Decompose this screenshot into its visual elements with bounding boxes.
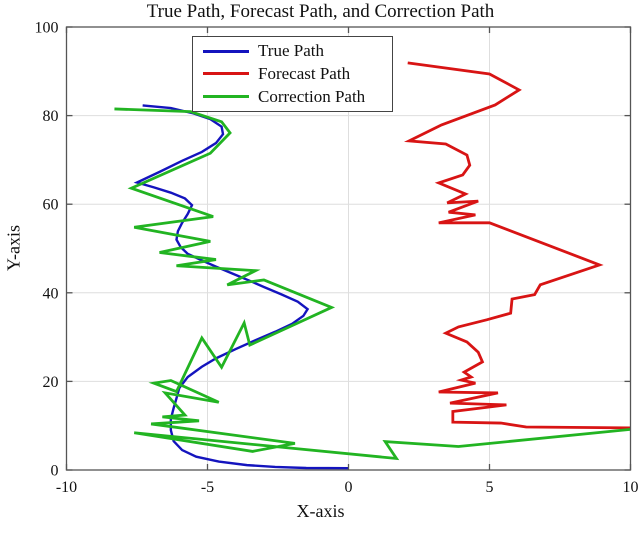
y-tick-labels: 0 20 40 60 80 100 <box>35 20 59 480</box>
x-tick-label: 5 <box>486 479 494 496</box>
x-tick-label: 10 <box>623 479 639 496</box>
legend: True Path Forecast Path Correction Path <box>192 36 393 112</box>
x-tick-labels: -10 -5 0 5 10 <box>56 479 639 496</box>
y-axis-label: Y-axis <box>3 225 24 271</box>
tick-marks <box>65 26 632 471</box>
y-tick-label: 60 <box>43 197 59 214</box>
legend-line-sample <box>203 95 249 99</box>
x-tick-label: -10 <box>56 479 77 496</box>
x-tick-label: -5 <box>201 479 214 496</box>
y-tick-label: 40 <box>43 285 59 302</box>
x-tick-label: 0 <box>345 479 353 496</box>
legend-line-sample <box>203 49 249 53</box>
chart-title: True Path, Forecast Path, and Correction… <box>146 1 495 22</box>
series-line-true-path <box>133 104 349 470</box>
legend-line-sample <box>203 72 249 76</box>
legend-label: Forecast Path <box>258 63 351 83</box>
legend-label: True Path <box>258 41 324 61</box>
legend-label: Correction Path <box>258 86 366 106</box>
series-line-correction-path <box>114 107 631 461</box>
x-axis-label: X-axis <box>296 501 345 521</box>
legend-item-forecast-path: Forecast Path <box>199 64 386 84</box>
series-lines <box>114 61 631 470</box>
series-line-forecast-path <box>403 61 631 430</box>
y-tick-label: 20 <box>43 374 59 391</box>
y-tick-label: 0 <box>51 463 59 480</box>
y-tick-label: 100 <box>35 20 59 37</box>
legend-item-true-path: True Path <box>199 41 386 61</box>
legend-item-correction-path: Correction Path <box>199 87 386 107</box>
y-tick-label: 80 <box>43 108 59 125</box>
